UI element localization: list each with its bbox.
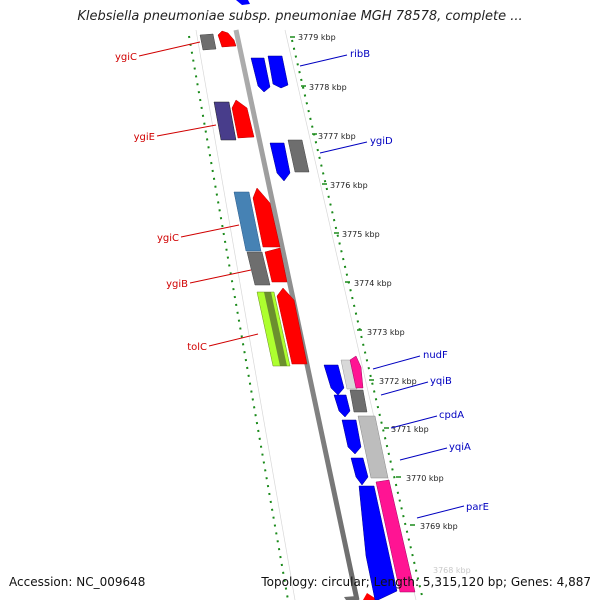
feature-ygiB-red — [264, 247, 288, 283]
tick-label-3772: 3772 kbp — [379, 377, 417, 386]
leader-line — [189, 269, 252, 284]
tick-label-3779: 3779 kbp — [298, 33, 336, 42]
tick-label-offscreen: 3768 kbp — [433, 566, 471, 575]
gene-label-nudF: nudF — [423, 350, 448, 361]
leader-line — [299, 54, 348, 67]
feature-ygiE-red — [231, 99, 255, 139]
feature-ygiD-blue — [269, 142, 291, 182]
right-features — [236, 0, 416, 600]
feature-ygiC-red-top — [217, 30, 237, 48]
left-features — [199, 30, 378, 600]
feature-ribB-blue2 — [267, 55, 289, 89]
tick-label-3778: 3778 kbp — [309, 83, 347, 92]
leader-line — [416, 505, 465, 519]
tick-label-3777: 3777 kbp — [318, 132, 356, 141]
gene-label-yqiB: yqiB — [430, 376, 452, 387]
gene-label-ygiB: ygiB — [166, 279, 188, 290]
leader-line — [180, 224, 240, 238]
map-title: Klebsiella pneumoniae subsp. pneumoniae … — [77, 9, 523, 24]
tick-label-3769: 3769 kbp — [420, 522, 458, 531]
feature-ygiC-red — [252, 187, 281, 248]
leader-line — [208, 333, 259, 347]
gene-label-ygiE: ygiE — [134, 132, 155, 143]
leader-line — [138, 41, 201, 57]
topology-summary: Topology: circular; Length: 5,315,120 bp… — [261, 575, 591, 589]
tick-label-3775: 3775 kbp — [342, 230, 380, 239]
feature-yqiA-blue — [350, 457, 369, 486]
gene-label-parE: parE — [466, 502, 489, 513]
tick-label-3773: 3773 kbp — [367, 328, 405, 337]
feature-ygiC-gray-top — [199, 33, 217, 51]
feature-parE-pink — [375, 479, 416, 593]
right-gene-labels: ribB ygiD nudF yqiB cpdA yqiA parE — [299, 49, 489, 519]
leader-line — [380, 381, 429, 396]
feature-ygiB-gray — [246, 251, 271, 286]
kbp-ticks: 3779 kbp 3778 kbp 3777 kbp 3776 kbp 3775… — [290, 33, 471, 575]
tick-label-3770: 3770 kbp — [406, 474, 444, 483]
gene-label-ygiD: ygiD — [370, 136, 393, 147]
feature-ygiC-steelblue — [233, 191, 262, 252]
gene-label-ygiC: ygiC — [157, 233, 179, 244]
leader-line — [399, 447, 448, 461]
gene-label-cpdA: cpdA — [439, 410, 464, 421]
feature-cpdA-blue — [341, 419, 362, 455]
feature-yqiB-gray — [349, 389, 368, 413]
feature-yqiB-blue — [333, 394, 351, 418]
feature-bottom-red — [363, 593, 378, 600]
gene-label-ygiC-top: ygiC — [115, 52, 137, 63]
left-gene-labels: ygiC ygiE ygiC ygiB tolC — [115, 41, 259, 353]
accession-label: Accession: NC_009648 — [9, 575, 146, 589]
leader-line — [390, 415, 438, 429]
feature-bottom-gray — [344, 596, 359, 600]
feature-parE-blue — [358, 485, 398, 600]
feature-nudF-blue — [323, 364, 345, 396]
feature-cpdA-lightgray — [357, 415, 389, 479]
gene-label-yqiA: yqiA — [449, 442, 471, 453]
gene-label-tolC: tolC — [187, 342, 207, 353]
track-outer-right-border — [291, 39, 424, 600]
tick-label-3771: 3771 kbp — [391, 425, 429, 434]
track-inner-left — [195, 29, 296, 600]
tick-label-3776: 3776 kbp — [330, 181, 368, 190]
leader-line — [319, 141, 368, 154]
feature-ygiD-gray — [287, 139, 310, 173]
leader-line — [156, 124, 217, 137]
tick-label-3774: 3774 kbp — [354, 279, 392, 288]
gene-label-ribB: ribB — [350, 49, 370, 60]
feature-tolC-red — [276, 287, 308, 365]
feature-ygiE-purple — [213, 101, 237, 141]
leader-line — [372, 355, 421, 370]
feature-top-blue-partial — [236, 0, 250, 5]
feature-nudF-pink — [349, 355, 364, 389]
feature-tolC-olive — [264, 292, 287, 366]
feature-ribB-blue1 — [250, 57, 271, 93]
